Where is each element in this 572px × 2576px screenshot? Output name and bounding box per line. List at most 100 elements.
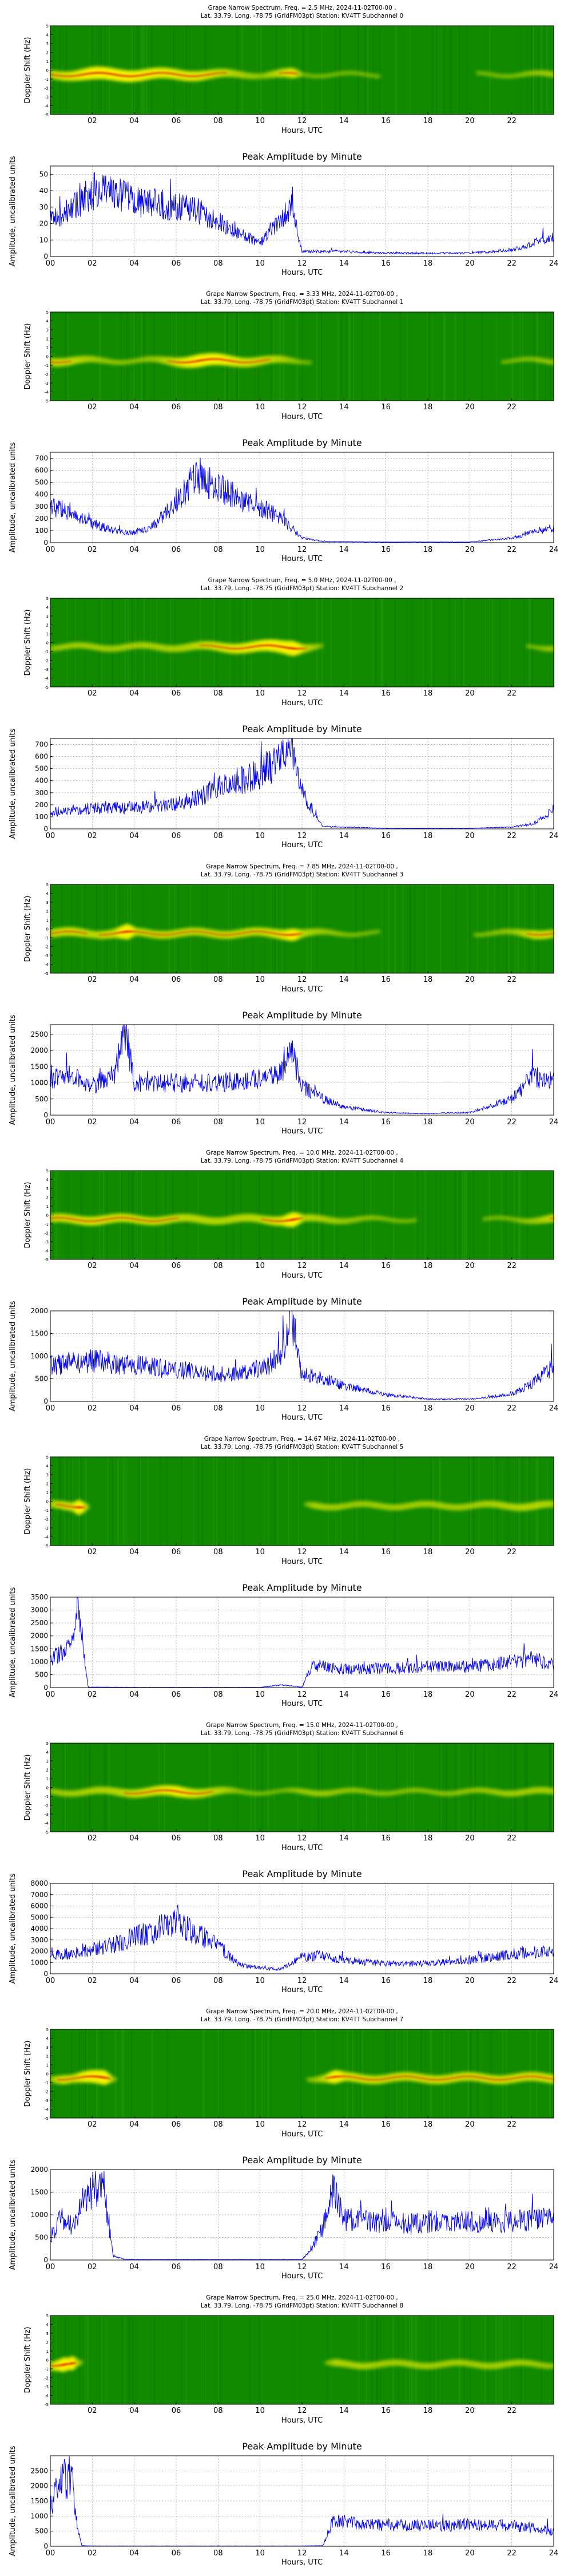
spectrogram-trace-segment: [359, 1501, 362, 1507]
spectrogram-core-segment: [121, 74, 124, 77]
spectrogram-core-segment: [293, 647, 296, 650]
spectrogram-ytick-label: 0: [46, 1500, 49, 1504]
spectrogram-streak: [413, 1743, 415, 1832]
spectrogram-trace-segment: [160, 356, 163, 364]
spectrogram-trace-segment: [435, 1502, 438, 1508]
spectrogram-core-segment: [85, 73, 88, 76]
spectrogram-core-segment: [252, 361, 255, 364]
spectrogram-trace-segment: [254, 1214, 257, 1222]
spectrogram-ytick-label: 4: [46, 2037, 49, 2041]
spectrogram-trace-segment: [517, 2359, 520, 2366]
spectrogram-core-segment: [194, 1792, 197, 1795]
spectrogram-core-segment: [547, 933, 550, 936]
spectrogram-trace-segment: [503, 359, 506, 364]
amplitude-ytick-label: 1000: [30, 2512, 48, 2520]
spectrogram-trace-segment: [478, 71, 481, 75]
spectrogram-core-segment: [268, 358, 271, 361]
spectrogram-core-segment: [80, 1506, 83, 1509]
spectrogram-core-segment: [204, 644, 206, 647]
spectrogram-streak: [93, 1171, 94, 1259]
spectrogram-core-segment: [192, 1792, 195, 1795]
spectrogram-streak: [424, 598, 426, 687]
spectrogram-core-segment: [444, 2078, 447, 2081]
spectrogram-core-segment: [213, 72, 216, 75]
spectrogram-xtick-label: 18: [423, 117, 433, 125]
spectrogram-core-segment: [293, 1218, 296, 1221]
spectrogram-trace-segment: [240, 1214, 243, 1222]
spectrogram-xtick-label: 10: [255, 1548, 265, 1556]
spectrogram-streak: [382, 598, 384, 687]
spectrogram-streak: [526, 1743, 528, 1832]
spectrogram-trace-segment: [348, 2361, 351, 2368]
spectrogram-trace-segment: [307, 1502, 309, 1507]
spectrogram-background: [50, 1457, 554, 1546]
spectrogram-core-segment: [268, 931, 271, 934]
spectrogram-trace-segment: [222, 1787, 225, 1794]
spectrogram-core-segment: [197, 930, 200, 933]
spectrogram-trace-segment: [510, 929, 513, 935]
spectrogram-trace-segment: [483, 932, 486, 937]
spectrogram-core-segment: [419, 2077, 422, 2079]
spectrogram-core-segment: [222, 358, 225, 361]
spectrogram-trace-segment: [357, 71, 360, 76]
spectrogram-core-segment: [293, 72, 296, 74]
spectrogram-trace-segment: [233, 1215, 236, 1223]
spectrogram-core-segment: [448, 2077, 451, 2080]
spectrogram-core-segment: [69, 2362, 72, 2365]
spectrogram-streak: [122, 1457, 125, 1546]
spectrogram-trace-segment: [485, 2362, 488, 2369]
amplitude-xtick-label: 00: [46, 1690, 55, 1699]
spectrogram-trace-segment: [302, 929, 305, 937]
spectrogram-core-segment: [194, 360, 197, 363]
amplitude-xtick-label: 08: [213, 832, 223, 840]
spectrogram-ytick-label: -4: [45, 2394, 49, 2399]
spectrogram-core-segment: [281, 72, 284, 74]
spectrogram-core-segment: [533, 933, 536, 936]
spectrogram-trace-segment: [92, 643, 94, 650]
amplitude-ytick-label: 500: [35, 1375, 48, 1383]
amplitude-xtick-label: 08: [213, 2549, 223, 2558]
spectrogram-core-segment: [119, 931, 122, 934]
spectrogram-core-segment: [101, 934, 104, 937]
spectrogram-core-segment: [265, 931, 268, 934]
spectrogram-trace-segment: [355, 1216, 357, 1223]
spectrogram-trace-segment: [345, 933, 348, 937]
spectrogram-trace-segment: [103, 358, 106, 364]
spectrogram-core-segment: [366, 2078, 369, 2081]
spectrogram-core-segment: [80, 73, 83, 76]
spectrogram-trace-segment: [117, 1788, 120, 1796]
spectrogram-ytick-label: 1: [46, 1204, 49, 1209]
spectrogram-trace-segment: [92, 1787, 94, 1795]
spectrogram-ytick-label: 0: [46, 69, 49, 73]
spectrogram-xtick-label: 16: [381, 2407, 391, 2415]
spectrogram-streak: [511, 312, 514, 401]
amplitude-ytick-label: 1000: [30, 2211, 48, 2219]
amplitude-ytick-label: 0: [43, 1970, 48, 1978]
spectrogram-core-segment: [94, 72, 97, 74]
amplitude-ytick-label: 700: [35, 455, 48, 463]
spectrogram-core-segment: [71, 1218, 74, 1220]
panel-subchannel-6: Grape Narrow Spectrum, Freq. = 15.0 MHz,…: [9, 1722, 558, 1994]
spectrogram-ytick-label: -5: [45, 399, 49, 404]
spectrogram-streak: [242, 26, 244, 114]
amplitude-ylabel: Amplitude, uncalibrated units: [9, 1873, 17, 1984]
spectrogram-trace-segment: [165, 357, 168, 365]
spectrogram-core-segment: [378, 2078, 380, 2081]
spectrogram-streak: [205, 26, 206, 114]
spectrogram-xtick-label: 06: [172, 2120, 181, 2129]
spectrogram-streak: [174, 884, 176, 973]
spectrogram-ytick-label: -4: [45, 1822, 49, 1826]
spectrogram-streak: [510, 1743, 511, 1832]
amplitude-ytick-label: 3000: [30, 1606, 48, 1614]
spectrogram-trace-segment: [279, 1788, 282, 1793]
spectrogram-trace-segment: [188, 643, 190, 651]
spectrogram-trace-segment: [538, 1787, 541, 1793]
spectrogram-trace-segment: [474, 1787, 476, 1793]
spectrogram-xtick-label: 02: [88, 1262, 97, 1270]
spectrogram-core-segment: [208, 932, 211, 935]
spectrogram-core-segment: [517, 2076, 520, 2079]
spectrogram-core-segment: [476, 2076, 479, 2079]
spectrogram-xtick-label: 14: [339, 689, 349, 698]
spectrogram-streak: [456, 1171, 458, 1259]
spectrogram-trace-segment: [55, 1789, 58, 1795]
